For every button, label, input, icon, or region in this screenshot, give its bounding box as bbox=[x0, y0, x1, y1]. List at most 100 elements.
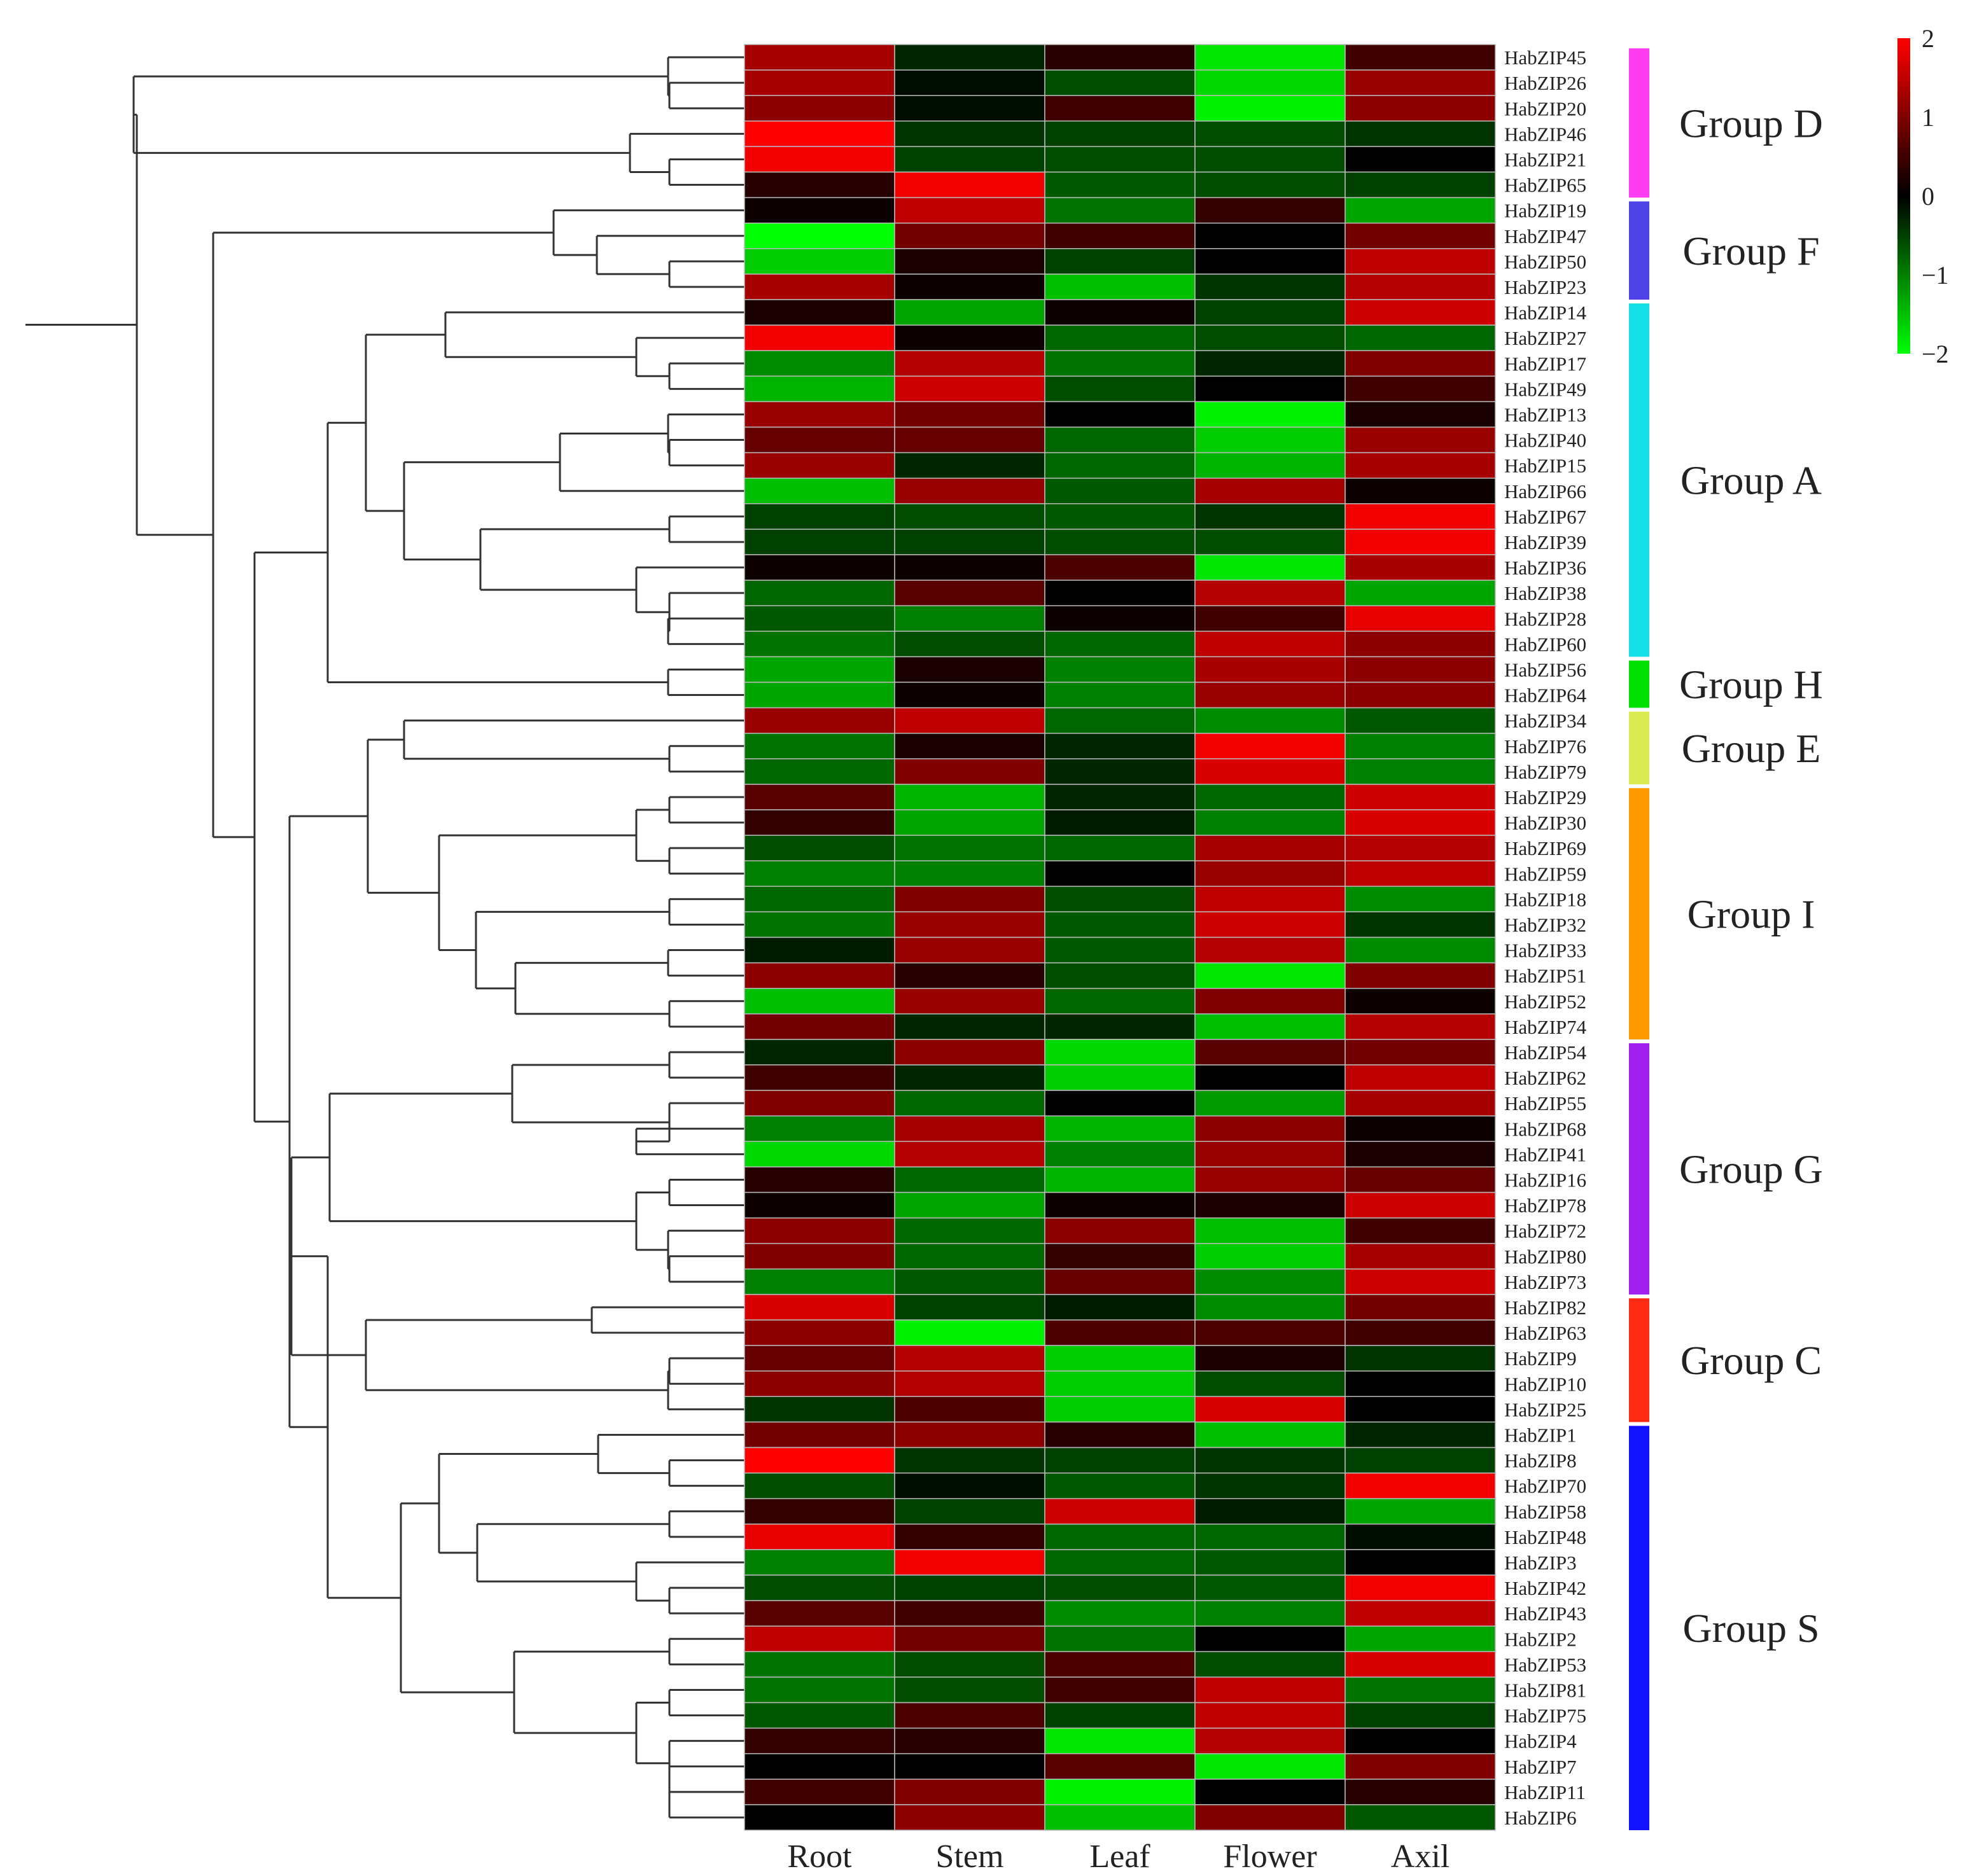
heatmap-cell-HabZIP58-Root bbox=[744, 1497, 895, 1525]
heatmap-cell-HabZIP6-Axil bbox=[1345, 1804, 1496, 1831]
heatmap-cell-HabZIP55-Leaf bbox=[1044, 1090, 1196, 1116]
heatmap-cell-HabZIP25-Root bbox=[744, 1396, 895, 1423]
heatmap-cell-HabZIP16-Stem bbox=[894, 1166, 1045, 1193]
color-scale-bar bbox=[1897, 38, 1910, 354]
heatmap-cell-HabZIP58-Axil bbox=[1345, 1497, 1496, 1525]
group-bar-group-e bbox=[1629, 711, 1649, 784]
heatmap-cell-HabZIP11-Stem bbox=[894, 1779, 1045, 1805]
heatmap-cell-HabZIP81-Root bbox=[744, 1676, 895, 1704]
heatmap-cell-HabZIP25-Flower bbox=[1194, 1396, 1346, 1423]
heatmap-cell-HabZIP34-Leaf bbox=[1044, 707, 1196, 734]
heatmap-cell-HabZIP64-Leaf bbox=[1044, 681, 1196, 709]
gene-label: HabZIP2 bbox=[1504, 1628, 1577, 1650]
heatmap-cell-HabZIP27-Leaf bbox=[1044, 324, 1196, 351]
group-bar-group-s bbox=[1629, 1426, 1649, 1830]
gene-label: HabZIP50 bbox=[1504, 251, 1586, 273]
gene-label: HabZIP27 bbox=[1504, 327, 1586, 349]
heatmap-cell-HabZIP4-Stem bbox=[894, 1727, 1045, 1754]
heatmap-cell-HabZIP26-Flower bbox=[1194, 69, 1346, 96]
group-label: Group A bbox=[1680, 458, 1822, 503]
heatmap-cell-HabZIP76-Axil bbox=[1345, 732, 1496, 760]
heatmap-cell-HabZIP21-Stem bbox=[894, 146, 1045, 173]
group-bars: Group D Group F Group A Group H Group E Group… bbox=[1629, 48, 1823, 1830]
heatmap-cell-HabZIP49-Root bbox=[744, 375, 895, 403]
heatmap-cell-HabZIP29-Axil bbox=[1345, 784, 1496, 810]
group-label: Group I bbox=[1687, 891, 1815, 936]
heatmap-cell-HabZIP47-Root bbox=[744, 222, 895, 249]
gene-label: HabZIP66 bbox=[1504, 480, 1586, 503]
heatmap-cell-HabZIP45-Axil bbox=[1345, 44, 1496, 71]
heatmap-cell-HabZIP42-Axil bbox=[1345, 1574, 1496, 1601]
heatmap-cell-HabZIP21-Leaf bbox=[1044, 146, 1196, 173]
heatmap-cell-HabZIP30-Axil bbox=[1345, 809, 1496, 836]
heatmap-cell-HabZIP53-Root bbox=[744, 1651, 895, 1678]
heatmap-cell-HabZIP70-Stem bbox=[894, 1472, 1045, 1499]
heatmap-cell-HabZIP43-Stem bbox=[894, 1600, 1045, 1627]
heatmap-cell-HabZIP64-Flower bbox=[1194, 681, 1346, 709]
heatmap-cell-HabZIP80-Flower bbox=[1194, 1242, 1346, 1270]
group-label: Group D bbox=[1679, 101, 1823, 146]
heatmap-cell-HabZIP36-Axil bbox=[1345, 554, 1496, 581]
heatmap-cell-HabZIP48-Root bbox=[744, 1524, 895, 1550]
heatmap-cell-HabZIP67-Root bbox=[744, 503, 895, 530]
heatmap-cell-HabZIP15-Stem bbox=[894, 452, 1045, 479]
gene-label: HabZIP42 bbox=[1504, 1577, 1586, 1599]
heatmap-cell-HabZIP27-Axil bbox=[1345, 324, 1496, 351]
group-label: Group C bbox=[1680, 1338, 1822, 1383]
heatmap-cell-HabZIP65-Flower bbox=[1194, 171, 1346, 198]
heatmap-cell-HabZIP20-Flower bbox=[1194, 95, 1346, 122]
gene-label: HabZIP54 bbox=[1504, 1041, 1587, 1064]
heatmap-cell-HabZIP34-Axil bbox=[1345, 707, 1496, 734]
heatmap-cell-HabZIP69-Flower bbox=[1194, 835, 1346, 861]
gene-label: HabZIP67 bbox=[1504, 506, 1586, 528]
gene-label: HabZIP70 bbox=[1504, 1475, 1586, 1497]
tissue-label-leaf: Leaf bbox=[1089, 1838, 1150, 1875]
heatmap-cell-HabZIP4-Flower bbox=[1194, 1727, 1346, 1754]
heatmap-cell-HabZIP4-Axil bbox=[1345, 1727, 1496, 1754]
heatmap-cell-HabZIP33-Axil bbox=[1345, 936, 1496, 964]
group-label: Group H bbox=[1679, 662, 1823, 707]
heatmap-cell-HabZIP58-Stem bbox=[894, 1497, 1045, 1525]
heatmap-cell-HabZIP69-Leaf bbox=[1044, 835, 1196, 861]
heatmap-cell-HabZIP63-Leaf bbox=[1044, 1319, 1196, 1346]
heatmap-cell-HabZIP69-Axil bbox=[1345, 835, 1496, 861]
heatmap-cell-HabZIP34-Root bbox=[744, 707, 895, 734]
heatmap-cell-HabZIP38-Flower bbox=[1194, 580, 1346, 606]
heatmap-cell-HabZIP62-Axil bbox=[1345, 1064, 1496, 1091]
heatmap-cell-HabZIP6-Stem bbox=[894, 1804, 1045, 1831]
heatmap-cell-HabZIP59-Leaf bbox=[1044, 860, 1196, 887]
heatmap-cell-HabZIP10-Stem bbox=[894, 1370, 1045, 1398]
heatmap-cell-HabZIP40-Axil bbox=[1345, 426, 1496, 454]
heatmap-cell-HabZIP17-Flower bbox=[1194, 350, 1346, 377]
heatmap-cell-HabZIP62-Stem bbox=[894, 1064, 1045, 1091]
heatmap-cell-HabZIP27-Flower bbox=[1194, 324, 1346, 351]
heatmap-cell-HabZIP11-Flower bbox=[1194, 1779, 1346, 1805]
heatmap-cell-HabZIP68-Leaf bbox=[1044, 1115, 1196, 1143]
gene-label: HabZIP3 bbox=[1504, 1552, 1577, 1574]
heatmap-cell-HabZIP63-Axil bbox=[1345, 1319, 1496, 1346]
gene-label: HabZIP1 bbox=[1504, 1424, 1577, 1446]
heatmap-cell-HabZIP68-Stem bbox=[894, 1115, 1045, 1143]
heatmap-cell-HabZIP26-Axil bbox=[1345, 69, 1496, 96]
heatmap-cell-HabZIP4-Leaf bbox=[1044, 1727, 1196, 1754]
heatmap-cell-HabZIP19-Root bbox=[744, 197, 895, 224]
heatmap-cell-HabZIP41-Flower bbox=[1194, 1141, 1346, 1168]
heatmap-cell-HabZIP80-Axil bbox=[1345, 1242, 1496, 1270]
heatmap-cell-HabZIP70-Flower bbox=[1194, 1472, 1346, 1499]
heatmap-cell-HabZIP49-Leaf bbox=[1044, 375, 1196, 403]
heatmap-cell-HabZIP16-Axil bbox=[1345, 1166, 1496, 1193]
gene-label: HabZIP18 bbox=[1504, 888, 1586, 910]
heatmap-cell-HabZIP6-Leaf bbox=[1044, 1804, 1196, 1831]
gene-label: HabZIP49 bbox=[1504, 378, 1586, 400]
heatmap-cell-HabZIP33-Stem bbox=[894, 936, 1045, 964]
heatmap-cell-HabZIP55-Stem bbox=[894, 1090, 1045, 1116]
group-label: Group F bbox=[1682, 228, 1819, 274]
heatmap-cell-HabZIP15-Flower bbox=[1194, 452, 1346, 479]
heatmap-cell-HabZIP59-Axil bbox=[1345, 860, 1496, 887]
heatmap-cell-HabZIP54-Flower bbox=[1194, 1039, 1346, 1066]
group-label: Group G bbox=[1679, 1146, 1823, 1192]
heatmap-cell-HabZIP13-Leaf bbox=[1044, 401, 1196, 428]
heatmap-cell-HabZIP13-Root bbox=[744, 401, 895, 428]
heatmap-cell-HabZIP41-Root bbox=[744, 1141, 895, 1168]
heatmap-cell-HabZIP18-Stem bbox=[894, 886, 1045, 913]
